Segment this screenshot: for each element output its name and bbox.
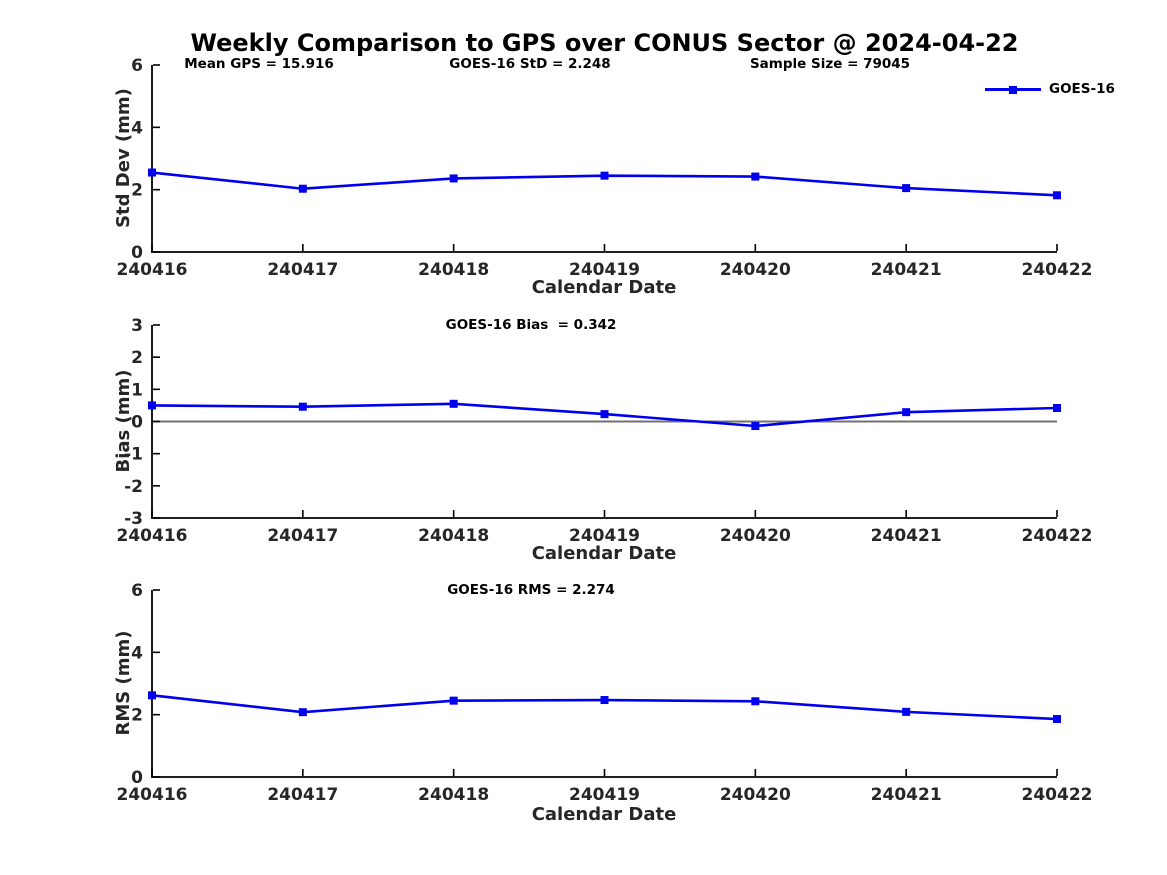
x-tick-label: 240421: [871, 260, 942, 280]
annotation-goes16-rms: GOES-16 RMS = 2.274: [447, 582, 615, 598]
x-tick-label: 240422: [1022, 526, 1093, 546]
x-tick-label: 240416: [117, 526, 188, 546]
y-tick-label: 3: [131, 316, 143, 336]
y-tick-label: 6: [131, 581, 143, 601]
x-axis-label-3: Calendar Date: [531, 804, 677, 825]
annotation-goes16-bias: GOES-16 Bias = 0.342: [445, 317, 617, 333]
data-point-marker: [449, 696, 458, 705]
y-tick-label: -1: [124, 445, 143, 465]
y-tick-label: 0: [131, 768, 143, 788]
data-point-marker: [902, 184, 911, 193]
data-point-marker: [902, 408, 911, 417]
data-point-marker: [298, 708, 307, 717]
y-axis-label-stddev: Std Dev (mm): [113, 88, 134, 228]
legend-label: GOES-16: [1049, 81, 1115, 97]
legend: GOES-16: [985, 81, 1135, 100]
data-point-marker: [298, 402, 307, 411]
data-point-marker: [600, 696, 609, 705]
x-tick-label: 240416: [117, 785, 188, 805]
x-tick-label: 240422: [1022, 260, 1093, 280]
y-tick-label: 2: [131, 181, 143, 201]
y-tick-label: 4: [131, 118, 143, 138]
data-point-marker: [148, 691, 156, 700]
y-tick-label: 0: [131, 243, 143, 263]
x-tick-label: 240421: [871, 526, 942, 546]
x-tick-label: 240420: [720, 785, 791, 805]
data-point-marker: [600, 410, 609, 419]
data-point-marker: [1053, 403, 1061, 412]
x-axis-label-1: Calendar Date: [531, 277, 677, 298]
annotation-mean-gps: Mean GPS = 15.916: [184, 56, 334, 72]
x-tick-label: 240417: [267, 526, 338, 546]
x-tick-label: 240416: [117, 260, 188, 280]
figure-title: Weekly Comparison to GPS over CONUS Sect…: [190, 29, 1019, 57]
data-point-marker: [1053, 715, 1061, 724]
x-axis-label-2: Calendar Date: [531, 543, 677, 564]
y-tick-label: 0: [131, 412, 143, 432]
data-point-marker: [751, 422, 760, 431]
data-point-marker: [148, 168, 156, 177]
x-tick-label: 240421: [871, 785, 942, 805]
x-tick-label: 240418: [418, 785, 489, 805]
y-axis-label-bias: Bias (mm): [113, 369, 134, 473]
y-axis-label-rms: RMS (mm): [113, 630, 134, 736]
y-tick-label: 2: [131, 348, 143, 368]
annotation-sample-size: Sample Size = 79045: [749, 56, 911, 72]
x-tick-label: 240417: [267, 785, 338, 805]
x-tick-label: 240417: [267, 260, 338, 280]
y-tick-label: -2: [124, 477, 143, 497]
x-tick-label: 240418: [418, 260, 489, 280]
data-point-marker: [1053, 191, 1061, 200]
x-tick-label: 240422: [1022, 785, 1093, 805]
data-point-marker: [449, 174, 458, 183]
annotation-goes16-std: GOES-16 StD = 2.248: [449, 56, 611, 72]
y-tick-label: -3: [124, 509, 143, 529]
y-tick-label: 1: [131, 380, 143, 400]
y-tick-label: 2: [131, 706, 143, 726]
data-point-marker: [751, 697, 760, 706]
x-tick-label: 240419: [569, 785, 640, 805]
y-tick-label: 4: [131, 643, 143, 663]
data-point-marker: [449, 399, 458, 408]
data-point-marker: [148, 401, 156, 410]
data-point-marker: [902, 707, 911, 716]
x-tick-label: 240420: [720, 260, 791, 280]
x-tick-label: 240418: [418, 526, 489, 546]
data-point-marker: [298, 184, 307, 193]
x-tick-label: 240419: [569, 526, 640, 546]
data-point-marker: [600, 171, 609, 180]
x-tick-label: 240420: [720, 526, 791, 546]
y-tick-label: 6: [131, 56, 143, 76]
legend-marker-icon: [1009, 85, 1017, 94]
data-point-marker: [751, 172, 760, 181]
x-tick-label: 240419: [569, 260, 640, 280]
